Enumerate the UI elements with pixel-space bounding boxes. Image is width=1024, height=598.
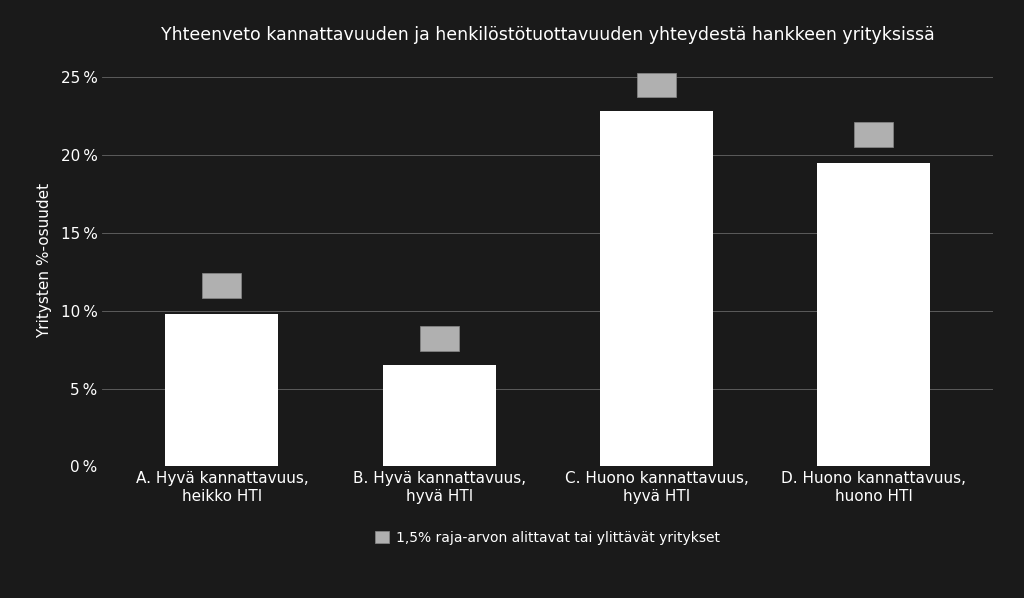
- Y-axis label: Yritysten %-osuudet: Yritysten %-osuudet: [37, 182, 52, 338]
- Bar: [817, 163, 930, 466]
- Title: Yhteenveto kannattavuuden ja henkilöstötuottavuuden yhteydestä hankkeen yrityksi: Yhteenveto kannattavuuden ja henkilöstöt…: [161, 26, 935, 44]
- Bar: [166, 314, 279, 466]
- Legend: 1,5% raja-arvon alittavat tai ylittävät yritykset: 1,5% raja-arvon alittavat tai ylittävät …: [370, 525, 726, 550]
- Bar: [420, 327, 459, 351]
- Bar: [600, 111, 713, 466]
- Bar: [637, 72, 676, 97]
- Bar: [383, 365, 496, 466]
- Bar: [203, 273, 242, 298]
- Bar: [854, 123, 893, 147]
